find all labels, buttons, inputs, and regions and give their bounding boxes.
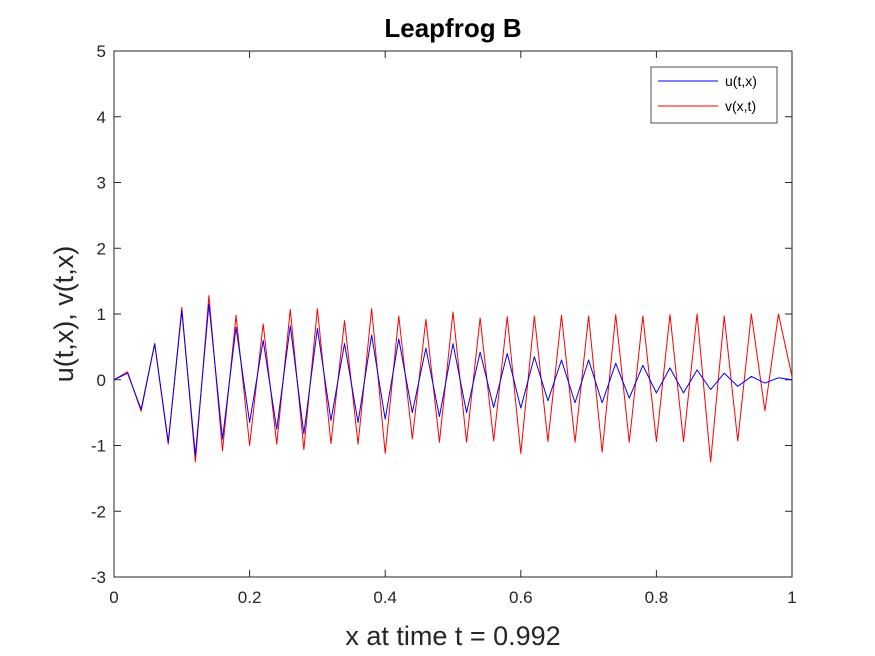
series-line-u <box>113 303 793 456</box>
x-tick-label: 1 <box>787 588 796 607</box>
chart-title: Leapfrog B <box>384 13 521 43</box>
y-tick-label: 0 <box>97 371 106 390</box>
legend-label-u: u(t,x) <box>725 73 757 89</box>
y-tick-label: -1 <box>91 437 106 456</box>
y-tick-label: -3 <box>91 568 106 587</box>
legend-box <box>650 66 778 124</box>
x-axis-label: x at time t = 0.992 <box>345 621 560 651</box>
x-tick-label: 0.6 <box>509 588 533 607</box>
y-tick-label: 2 <box>97 239 106 258</box>
series-lines <box>113 295 793 463</box>
legend: u(t,x) v(x,t) <box>650 66 778 124</box>
legend-label-v: v(x,t) <box>725 98 756 114</box>
y-tick-label: -2 <box>91 502 106 521</box>
y-tick-label: 4 <box>97 108 106 127</box>
x-tick-label: 0 <box>109 588 118 607</box>
axis-tick-labels: 0 0.2 0.4 0.6 0.8 1 -3 -2 -1 0 1 2 3 4 5 <box>91 42 797 607</box>
y-tick-label: 1 <box>97 305 106 324</box>
y-tick-label: 5 <box>97 42 106 61</box>
x-tick-label: 0.2 <box>238 588 262 607</box>
y-tick-label: 3 <box>97 174 106 193</box>
x-tick-label: 0.4 <box>373 588 397 607</box>
x-tick-label: 0.8 <box>645 588 669 607</box>
y-axis-label: u(t,x), v(t,x) <box>49 246 79 383</box>
axis-ticks <box>113 50 793 578</box>
